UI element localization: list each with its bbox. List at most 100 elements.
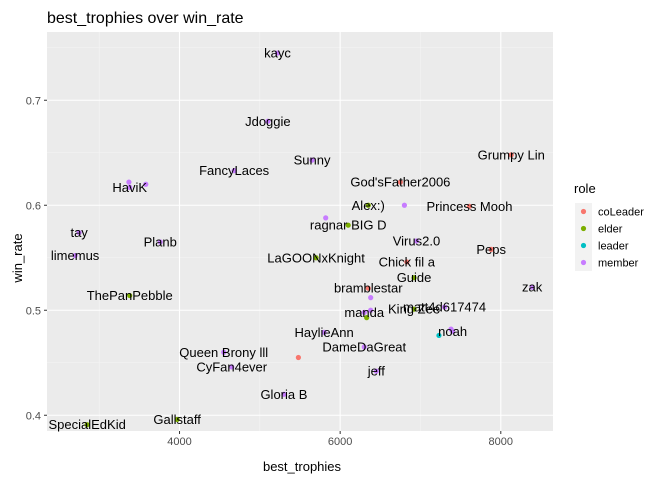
data-point (411, 275, 417, 281)
data-point (323, 215, 329, 221)
data-point (221, 349, 227, 355)
point-label: ThePanPebble (87, 288, 173, 303)
data-point (368, 295, 374, 301)
data-point (309, 157, 315, 163)
data-point (229, 364, 235, 370)
data-point (231, 168, 237, 174)
legend-label: coLeader (598, 207, 644, 219)
point-label: LaGOONxKnight (267, 250, 365, 265)
data-point (321, 329, 327, 335)
point-label: Grumpy Lin (478, 147, 545, 162)
data-point (397, 179, 403, 185)
data-point (413, 238, 420, 244)
data-point (281, 391, 287, 397)
axis-ticks (44, 99, 502, 434)
point-label: HaviK (112, 180, 147, 195)
data-point (508, 152, 514, 158)
data-point (84, 422, 90, 428)
legend-label: leader (598, 241, 629, 253)
x-tick-label: 6000 (328, 436, 352, 448)
point-label: Peps (476, 242, 506, 257)
data-point (488, 246, 494, 252)
point-label: Alex:) (352, 198, 385, 213)
data-point (404, 259, 410, 265)
minor-gridlines (47, 32, 553, 431)
y-tick-labels: 0.4 0.5 0.6 0.7 (26, 95, 41, 422)
legend-label: member (598, 258, 639, 270)
y-tick-label: 0.7 (26, 95, 41, 107)
data-point (72, 253, 78, 259)
x-tick-label: 4000 (167, 436, 191, 448)
point-label: DameDaGreat (322, 340, 406, 355)
data-point (365, 202, 371, 208)
data-point (127, 184, 133, 190)
point-label: ragnar BIG D (310, 218, 387, 233)
point-label: Guide (397, 270, 432, 285)
point-label: Planb (144, 235, 177, 250)
data-point (401, 202, 408, 208)
data-point (127, 292, 133, 299)
x-tick-labels: 4000 6000 8000 (167, 436, 513, 448)
point-label: Princess Mooh (426, 199, 512, 214)
data-point (274, 50, 281, 56)
data-points (72, 50, 535, 428)
point-label: Gallstaff (153, 412, 201, 427)
y-tick-label: 0.6 (26, 200, 41, 212)
point-label: tay (70, 225, 88, 240)
data-point (466, 203, 473, 209)
data-point (368, 307, 374, 313)
plot-panel (47, 32, 553, 431)
point-label: Gloria B (260, 387, 307, 402)
point-label: bramblestar (334, 281, 403, 296)
point-label: manda (344, 305, 385, 320)
legend-swatch (580, 225, 587, 232)
data-point (436, 332, 442, 339)
point-label: limemus (51, 248, 100, 263)
data-point (373, 368, 379, 374)
legend: role coLeader elder leader member (574, 181, 644, 271)
data-point (441, 304, 448, 310)
data-point (174, 416, 180, 423)
point-label: Jdoggie (245, 114, 291, 129)
data-point (345, 222, 351, 228)
data-point (411, 306, 417, 312)
legend-swatch (580, 242, 587, 249)
legend-swatch (580, 259, 587, 266)
data-point (295, 354, 301, 361)
data-point (313, 255, 319, 261)
point-label: King Zee (388, 302, 440, 317)
data-point (126, 179, 132, 185)
data-point (365, 285, 371, 291)
point-label: Virus2.0 (393, 233, 440, 248)
point-label: FancyLaces (199, 163, 270, 178)
data-point (450, 328, 456, 334)
legend-label: elder (598, 224, 623, 236)
data-point (157, 239, 163, 245)
point-label: HaylieAnn (294, 325, 353, 340)
legend-title: role (574, 181, 596, 196)
point-label: CyFan4ever (196, 359, 267, 374)
point-label: zak (522, 280, 543, 295)
point-label: Sunny (294, 153, 331, 168)
point-label: SpecialEdKid (48, 417, 125, 432)
point-label: noah (438, 324, 467, 339)
data-point (76, 229, 82, 236)
y-tick-label: 0.5 (26, 305, 41, 317)
point-labels: kayc Jdoggie Grumpy Lin Sunny FancyLaces God'… (48, 46, 544, 433)
data-point (529, 284, 535, 290)
chart-title: best_trophies over win_rate (47, 10, 244, 27)
data-point (361, 309, 367, 315)
data-point (143, 181, 149, 187)
point-label: Queen Brony lll (179, 345, 268, 360)
legend-swatch (580, 208, 587, 215)
x-tick-label: 8000 (489, 436, 513, 448)
x-axis-title: best_trophies (263, 459, 342, 474)
y-axis-title: win_rate (10, 233, 25, 283)
point-label: God'sFather2006 (350, 175, 450, 190)
data-point (361, 344, 367, 350)
point-label: kayc (264, 46, 291, 61)
y-tick-label: 0.4 (26, 410, 41, 422)
point-label: jeff (367, 364, 385, 379)
point-label: Chick fil a (379, 254, 436, 269)
